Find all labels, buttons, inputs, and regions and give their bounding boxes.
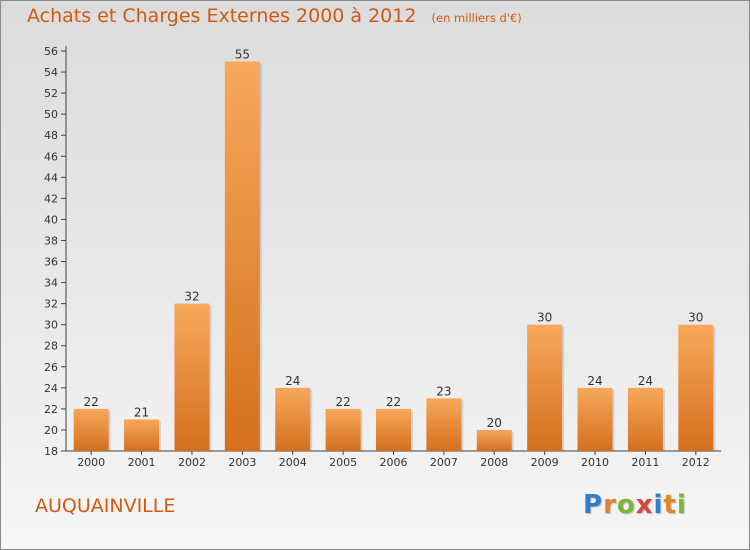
bar [527,324,563,451]
bar-value-label: 23 [436,384,451,398]
bar-value-label: 30 [688,311,703,325]
bar [678,324,714,451]
chart-header: Achats et Charges Externes 2000 à 2012 (… [27,5,522,27]
chart-unit: (en milliers d'€) [431,11,522,25]
y-tick-label: 20 [44,424,58,437]
bar [275,387,311,451]
y-tick-label: 32 [44,298,58,311]
y-tick-label: 42 [44,192,58,205]
y-tick-label: 34 [44,277,58,290]
y-tick-label: 56 [44,45,58,58]
bar-value-label: 24 [638,374,653,388]
bar [627,387,663,451]
x-tick-label: 2004 [279,456,307,469]
bar-value-label: 55 [235,48,250,62]
bar [426,398,462,451]
bar-value-label: 32 [184,290,199,304]
bar-value-label: 24 [587,374,602,388]
x-tick-label: 2008 [480,456,508,469]
bar [577,387,613,451]
x-tick-label: 2000 [77,456,105,469]
x-tick-label: 2010 [581,456,609,469]
x-tick-label: 2011 [631,456,659,469]
commune-name: AUQUAINVILLE [35,495,176,517]
y-tick-label: 50 [44,108,58,121]
y-tick-label: 38 [44,234,58,247]
y-tick-label: 18 [44,445,58,458]
x-tick-label: 2006 [380,456,408,469]
bar-value-label: 20 [487,416,502,430]
bar-value-label: 24 [285,374,300,388]
bar-value-label: 21 [134,405,149,419]
y-tick-label: 54 [44,66,58,79]
y-tick-label: 22 [44,403,58,416]
bar-value-label: 22 [335,395,350,409]
y-tick-label: 40 [44,213,58,226]
bar [124,419,160,451]
bar [224,61,260,452]
y-tick-label: 36 [44,256,58,269]
proxiti-logo: Proxiti [583,490,687,520]
x-tick-label: 2005 [329,456,357,469]
y-tick-label: 48 [44,129,58,142]
bar-value-label: 22 [386,395,401,409]
bar [376,408,411,451]
bar [174,303,210,451]
bar-value-label: 30 [537,311,552,325]
y-tick-label: 26 [44,361,58,374]
y-tick-label: 44 [44,171,58,184]
x-tick-label: 2002 [178,456,206,469]
y-tick-label: 24 [44,382,58,395]
x-tick-label: 2009 [531,456,559,469]
bar [476,429,512,451]
x-tick-label: 2003 [228,456,256,469]
y-tick-label: 46 [44,150,58,163]
y-tick-label: 28 [44,340,58,353]
bar [325,408,361,451]
y-tick-label: 52 [44,87,58,100]
x-tick-label: 2007 [430,456,458,469]
x-tick-label: 2001 [128,456,156,469]
x-tick-label: 2012 [682,456,710,469]
bar-value-label: 22 [84,395,99,409]
y-tick-label: 30 [44,319,58,332]
bar [73,408,109,451]
chart-title: Achats et Charges Externes 2000 à 2012 [27,5,417,27]
